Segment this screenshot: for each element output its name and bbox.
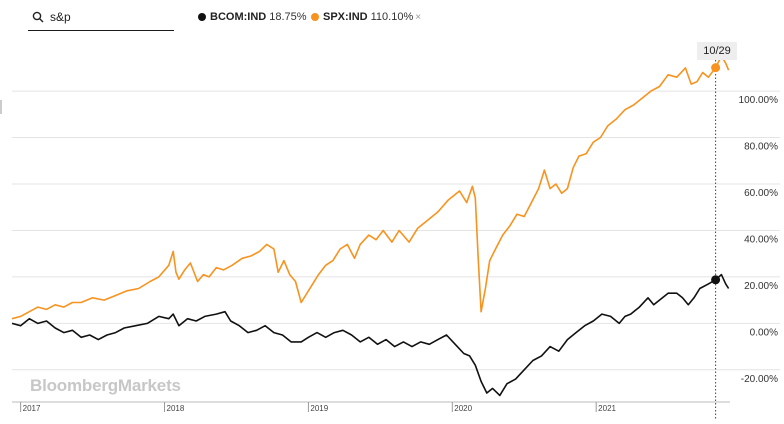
search-box[interactable] <box>28 4 174 31</box>
y-tick-label: 0.00% <box>750 327 778 338</box>
x-tick-label: 2019 <box>310 404 328 413</box>
y-tick-label: 60.00% <box>744 188 778 199</box>
x-tick-label: 2021 <box>598 404 616 413</box>
series-color-dot <box>198 13 206 21</box>
y-tick-label: 40.00% <box>744 234 778 245</box>
search-input[interactable] <box>50 10 160 24</box>
left-edge-marker <box>0 100 2 114</box>
legend-symbol: BCOM:IND <box>210 11 267 23</box>
x-tick-label: 2018 <box>167 404 185 413</box>
search-icon <box>32 11 44 23</box>
y-tick-label: 100.00% <box>739 95 779 106</box>
legend-value: 110.10% <box>370 11 414 23</box>
legend-value: 18.75% <box>269 11 307 23</box>
remove-series-icon[interactable]: × <box>415 11 422 23</box>
series-line-bcomind <box>11 273 730 397</box>
crosshair-date-label: 10/29 <box>697 42 737 60</box>
y-tick-label: 80.00% <box>744 142 778 153</box>
y-tick-label: -20.00% <box>741 374 778 385</box>
x-tick-label: 2017 <box>23 404 41 413</box>
legend-item-bcom[interactable]: BCOM:IND 18.75% <box>198 11 307 23</box>
brand-watermark: BloombergMarkets <box>30 376 181 395</box>
y-tick-label: 20.00% <box>744 281 778 292</box>
legend-symbol: SPX:IND <box>323 11 368 23</box>
series-marker <box>711 63 721 73</box>
series-line-spxind <box>11 55 730 320</box>
series-marker <box>711 275 721 285</box>
x-tick-label: 2020 <box>454 404 472 413</box>
legend-item-spx[interactable]: SPX:IND 110.10% × <box>311 11 421 23</box>
series-color-dot <box>311 13 319 21</box>
